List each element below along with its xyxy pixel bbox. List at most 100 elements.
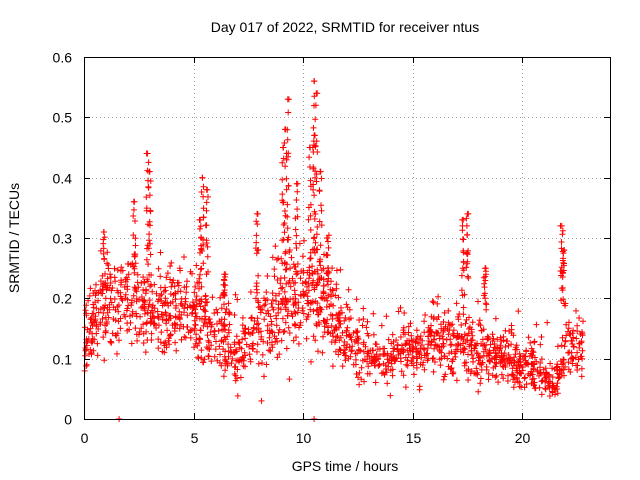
data-point: [522, 357, 529, 364]
data-points: [81, 78, 586, 422]
data-point: [292, 226, 299, 233]
data-point: [448, 341, 455, 348]
data-point: [478, 327, 485, 334]
data-point: [288, 254, 295, 261]
data-point: [193, 293, 200, 300]
data-point: [266, 334, 273, 341]
data-point: [294, 213, 301, 220]
data-point: [209, 294, 216, 301]
data-point: [455, 316, 462, 323]
data-point: [162, 287, 169, 294]
data-point: [342, 352, 348, 359]
data-point: [270, 306, 277, 313]
data-point: [179, 302, 186, 309]
data-point: [312, 116, 319, 123]
data-point: [140, 274, 147, 281]
data-point: [463, 359, 470, 366]
data-point: [254, 221, 261, 228]
data-point: [197, 336, 204, 343]
data-point: [305, 204, 312, 211]
data-point: [328, 322, 335, 329]
data-point: [398, 368, 405, 375]
data-point: [205, 353, 212, 359]
data-point: [132, 242, 139, 249]
data-point: [400, 372, 407, 379]
data-point: [397, 350, 404, 357]
data-point: [146, 192, 153, 199]
data-point: [197, 223, 204, 230]
data-point: [291, 264, 298, 270]
data-point: [143, 194, 150, 201]
data-point: [338, 304, 344, 311]
data-point: [304, 293, 311, 300]
data-point: [130, 232, 137, 239]
y-tick-label: 0.1: [53, 352, 73, 368]
data-point: [310, 277, 317, 284]
data-point: [225, 300, 232, 307]
y-tick-labels: 0 0.1 0.2 0.3 0.4 0.5 0.6: [53, 50, 73, 428]
data-point: [187, 334, 194, 341]
data-point: [560, 356, 567, 363]
data-point: [279, 284, 286, 291]
data-point: [384, 380, 391, 387]
data-point: [359, 357, 366, 364]
data-point: [464, 210, 471, 217]
data-point: [157, 273, 164, 280]
data-point: [172, 339, 179, 346]
data-point: [181, 333, 188, 340]
data-point: [286, 249, 293, 255]
data-point: [264, 327, 271, 334]
data-point: [329, 363, 336, 370]
data-point: [294, 309, 301, 316]
data-point: [303, 289, 309, 296]
data-point: [344, 324, 351, 331]
data-point: [440, 329, 447, 335]
data-point: [157, 284, 164, 291]
data-point: [520, 352, 527, 359]
data-point: [267, 348, 274, 355]
data-point: [246, 343, 253, 350]
data-point: [430, 299, 437, 306]
data-point: [178, 336, 185, 343]
data-point: [161, 342, 168, 349]
data-point: [144, 276, 151, 283]
data-point: [570, 327, 577, 334]
data-point: [302, 279, 309, 286]
data-point: [300, 310, 307, 317]
data-point: [523, 381, 530, 388]
data-point: [124, 305, 131, 312]
data-point: [221, 271, 228, 278]
data-point: [453, 348, 459, 355]
data-point: [538, 378, 545, 385]
data-point: [580, 318, 586, 325]
data-point: [468, 326, 475, 333]
data-point: [247, 289, 254, 295]
data-point: [311, 216, 318, 222]
data-point: [417, 333, 424, 340]
data-point: [460, 311, 467, 318]
data-point: [560, 259, 567, 266]
data-point: [197, 216, 204, 223]
data-point: [318, 207, 325, 214]
data-point: [147, 178, 154, 184]
y-axis-label: SRMTID / TECUs: [6, 183, 22, 293]
data-point: [287, 265, 294, 272]
data-point: [259, 351, 266, 358]
data-point: [277, 280, 284, 287]
data-point: [155, 322, 162, 329]
data-point: [183, 283, 190, 290]
data-point: [223, 358, 230, 365]
data-point: [287, 283, 294, 290]
data-point: [104, 249, 111, 256]
data-point: [324, 265, 331, 272]
data-point: [141, 297, 148, 304]
data-point: [563, 332, 570, 339]
data-point: [569, 341, 576, 347]
data-point: [290, 280, 297, 287]
data-point: [492, 349, 499, 356]
data-point: [552, 386, 559, 393]
data-point: [86, 329, 93, 336]
x-tick-labels: 0 5 10 15 20: [81, 430, 531, 446]
data-point: [324, 252, 331, 259]
data-point: [333, 334, 340, 341]
